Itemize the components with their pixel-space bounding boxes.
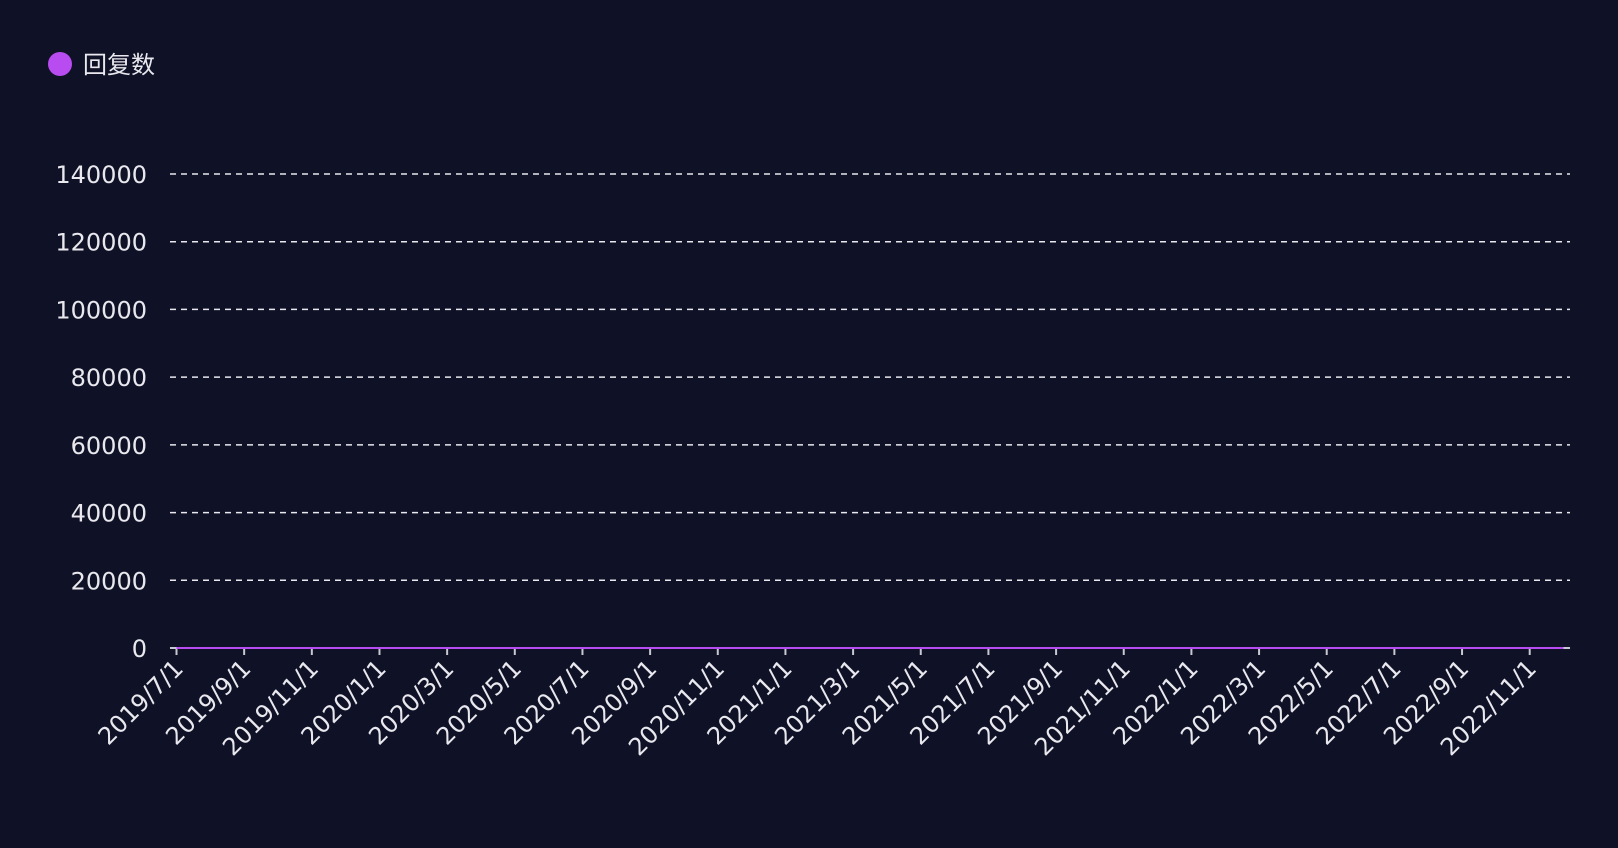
y-tick-label: 40000 xyxy=(71,500,147,528)
y-tick-label: 0 xyxy=(132,635,147,663)
y-tick-label: 140000 xyxy=(55,161,147,189)
y-tick-label: 60000 xyxy=(71,432,147,460)
y-tick-label: 120000 xyxy=(55,229,147,257)
y-tick-label: 80000 xyxy=(71,364,147,392)
y-tick-label: 20000 xyxy=(71,567,147,595)
legend-label: 回复数 xyxy=(83,51,155,79)
legend-marker xyxy=(48,52,72,76)
y-tick-label: 100000 xyxy=(55,296,147,324)
